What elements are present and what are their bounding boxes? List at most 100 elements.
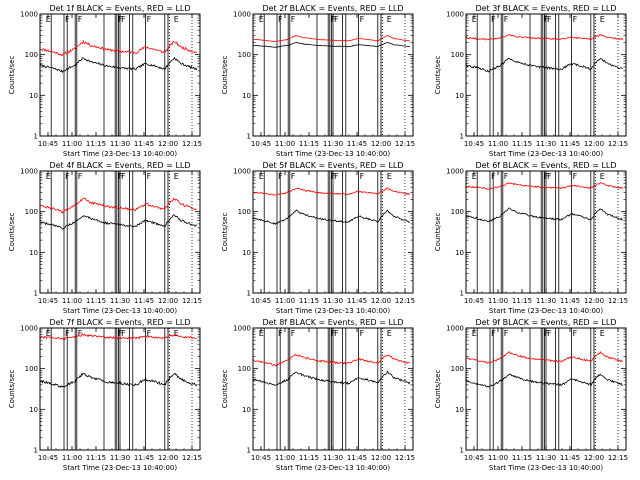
x-tick-label: 11:15 bbox=[512, 297, 532, 305]
interval-marker: F bbox=[65, 329, 70, 338]
x-tick-label: 12:15 bbox=[182, 454, 202, 462]
interval-marker: F bbox=[118, 329, 123, 338]
panel-title: Det 6f BLACK = Events, RED = LLD bbox=[475, 161, 616, 170]
interval-marker: E bbox=[600, 15, 605, 24]
x-tick-label: 11:00 bbox=[275, 297, 295, 305]
interval-marker: F bbox=[121, 329, 126, 338]
x-tick-label: 11:45 bbox=[347, 297, 367, 305]
y-tick-label: 10 bbox=[455, 92, 464, 100]
y-tick-label: 10 bbox=[242, 406, 251, 414]
x-tick-label: 10:45 bbox=[38, 297, 58, 305]
x-tick-label: 12:15 bbox=[182, 297, 202, 305]
interval-marker: E bbox=[472, 329, 477, 338]
y-tick-label: 1 bbox=[247, 290, 251, 298]
interval-marker: F bbox=[147, 172, 152, 181]
interval-marker: F bbox=[504, 172, 509, 181]
lld-series-line bbox=[252, 35, 410, 43]
interval-marker: E bbox=[259, 329, 264, 338]
plot-frame bbox=[465, 13, 627, 137]
y-tick-label: 100 bbox=[238, 51, 251, 59]
x-tick-label: 11:00 bbox=[62, 140, 82, 148]
y-tick-label: 1 bbox=[247, 447, 251, 455]
lld-series-line bbox=[39, 197, 197, 214]
x-tick-label: 11:45 bbox=[560, 297, 580, 305]
interval-marker: E bbox=[174, 329, 179, 338]
lld-series-line bbox=[465, 350, 624, 364]
x-tick-label: 11:00 bbox=[62, 454, 82, 462]
y-tick-label: 10 bbox=[29, 92, 38, 100]
panel-title: Det 4f BLACK = Events, RED = LLD bbox=[49, 161, 190, 170]
interval-marker: E bbox=[174, 172, 179, 181]
plot-frame bbox=[252, 327, 414, 451]
interval-marker: F bbox=[544, 15, 549, 24]
events-series-line bbox=[39, 56, 198, 74]
x-tick-label: 11:15 bbox=[299, 140, 319, 148]
x-axis-label: Start Time (23-Dec-13 10:40:00) bbox=[63, 307, 177, 315]
y-axis-label: Counts/sec bbox=[434, 370, 442, 409]
y-tick-label: 1 bbox=[460, 133, 464, 141]
y-tick-label: 10 bbox=[242, 249, 251, 257]
detector-panel: Det 5f BLACK = Events, RED = LLD Counts/s… bbox=[221, 161, 415, 315]
interval-marker: E bbox=[387, 15, 392, 24]
interval-marker: F bbox=[78, 172, 83, 181]
detector-panel: Det 1f BLACK = Events, RED = LLD Counts/s… bbox=[8, 4, 202, 158]
y-tick-label: 1000 bbox=[446, 168, 464, 176]
interval-marker: E bbox=[472, 172, 477, 181]
panel-title: Det 3f BLACK = Events, RED = LLD bbox=[475, 4, 616, 13]
interval-marker: F bbox=[331, 172, 336, 181]
detector-panel: Det 3f BLACK = Events, RED = LLD Counts/s… bbox=[434, 4, 628, 158]
x-axis-label: Start Time (23-Dec-13 10:40:00) bbox=[489, 464, 603, 472]
y-tick-label: 100 bbox=[238, 208, 251, 216]
x-axis-label: Start Time (23-Dec-13 10:40:00) bbox=[276, 307, 390, 315]
plot-frame bbox=[465, 170, 627, 294]
lld-series-line bbox=[465, 181, 624, 190]
y-tick-label: 10 bbox=[29, 249, 38, 257]
events-series-line bbox=[252, 41, 410, 48]
lld-series-line bbox=[465, 33, 624, 41]
interval-marker: F bbox=[118, 15, 123, 24]
x-tick-label: 11:15 bbox=[512, 140, 532, 148]
events-series-line bbox=[252, 209, 410, 225]
y-tick-label: 100 bbox=[451, 208, 464, 216]
x-tick-label: 11:45 bbox=[134, 140, 154, 148]
events-series-line bbox=[39, 214, 197, 230]
y-tick-label: 1000 bbox=[233, 325, 251, 333]
x-tick-label: 11:15 bbox=[86, 297, 106, 305]
x-tick-label: 11:45 bbox=[347, 454, 367, 462]
y-tick-label: 100 bbox=[238, 365, 251, 373]
plot-frame bbox=[465, 327, 627, 451]
interval-marker: F bbox=[78, 15, 83, 24]
x-tick-label: 12:00 bbox=[371, 454, 391, 462]
events-series-line bbox=[39, 372, 198, 388]
x-axis-label: Start Time (23-Dec-13 10:40:00) bbox=[489, 150, 603, 158]
plot-frame bbox=[39, 170, 201, 294]
detector-panel: Det 9f BLACK = Events, RED = LLD Counts/s… bbox=[434, 318, 628, 472]
x-axis-label: Start Time (23-Dec-13 10:40:00) bbox=[276, 150, 390, 158]
interval-marker: F bbox=[547, 329, 552, 338]
interval-marker: F bbox=[147, 15, 152, 24]
y-tick-label: 100 bbox=[451, 365, 464, 373]
x-tick-label: 11:15 bbox=[512, 454, 532, 462]
y-tick-label: 1 bbox=[34, 133, 38, 141]
interval-marker: F bbox=[291, 172, 296, 181]
panel-title: Det 8f BLACK = Events, RED = LLD bbox=[262, 318, 403, 327]
interval-marker: E bbox=[472, 15, 477, 24]
x-tick-label: 11:30 bbox=[323, 140, 343, 148]
interval-marker: F bbox=[491, 329, 496, 338]
plot-frame bbox=[39, 327, 201, 451]
y-axis-label: Counts/sec bbox=[8, 370, 16, 409]
detector-panel: Det 4f BLACK = Events, RED = LLD Counts/s… bbox=[8, 161, 202, 315]
interval-marker: F bbox=[278, 329, 283, 338]
y-tick-label: 10 bbox=[242, 92, 251, 100]
plot-frame bbox=[252, 13, 414, 137]
x-tick-label: 12:15 bbox=[608, 140, 628, 148]
x-tick-label: 10:45 bbox=[464, 297, 484, 305]
interval-marker: F bbox=[121, 172, 126, 181]
x-axis-label: Start Time (23-Dec-13 10:40:00) bbox=[63, 464, 177, 472]
interval-marker: F bbox=[65, 15, 70, 24]
y-tick-label: 1000 bbox=[233, 11, 251, 19]
x-tick-label: 12:15 bbox=[608, 454, 628, 462]
interval-marker: E bbox=[600, 329, 605, 338]
x-tick-label: 12:00 bbox=[584, 297, 604, 305]
